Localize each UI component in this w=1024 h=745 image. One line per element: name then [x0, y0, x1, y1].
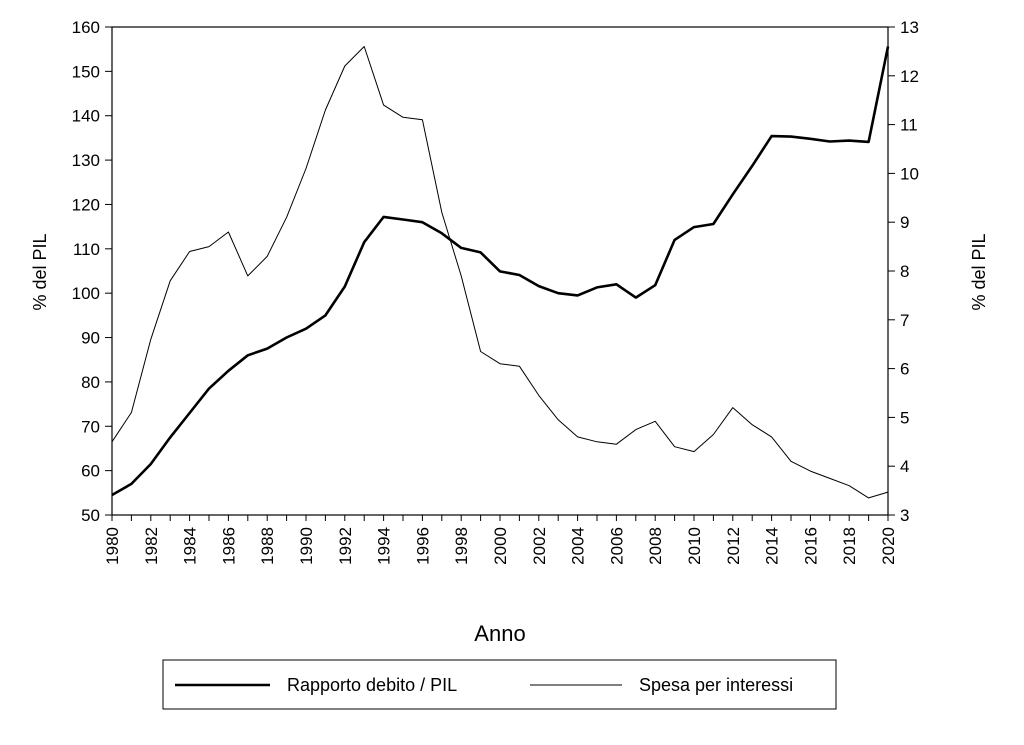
x-tick-label: 2020 — [879, 527, 898, 565]
right-y-tick-label: 3 — [900, 506, 909, 525]
left-y-tick-label: 90 — [81, 329, 100, 348]
right-y-tick-label: 11 — [900, 116, 918, 135]
x-tick-label: 1992 — [336, 527, 355, 565]
right-y-tick-label: 12 — [900, 67, 919, 86]
left-y-axis: 50 60 70 80 90 100 110 120 130 140 150 160 — [72, 18, 112, 525]
left-y-tick-label: 130 — [72, 151, 100, 170]
right-y-tick-label: 9 — [900, 213, 909, 232]
x-tick-label: 1994 — [375, 527, 394, 565]
left-y-tick-label: 120 — [72, 195, 100, 214]
x-tick-label: 2010 — [685, 527, 704, 565]
right-y-tick-label: 10 — [900, 164, 919, 183]
x-tick-label: 2014 — [763, 527, 782, 565]
left-y-tick-label: 80 — [81, 373, 100, 392]
x-tick-label: 1996 — [413, 527, 432, 565]
right-y-axis: 3 4 5 6 7 8 9 10 11 12 13 — [888, 18, 919, 525]
left-y-tick-label: 110 — [73, 240, 100, 259]
x-tick-label: 2000 — [491, 527, 510, 565]
x-tick-label: 1984 — [181, 527, 200, 565]
right-y-tick-label: 6 — [900, 360, 909, 379]
x-tick-label: 2008 — [646, 527, 665, 565]
series-line-interest-spending — [111, 46, 889, 499]
x-tick-label: 2004 — [569, 527, 588, 565]
left-y-tick-label: 100 — [72, 284, 100, 303]
right-y-tick-label: 8 — [900, 262, 909, 281]
x-tick-label: 2016 — [801, 527, 820, 565]
x-tick-label: 2002 — [530, 527, 549, 565]
left-y-tick-label: 140 — [72, 107, 100, 126]
left-y-axis-title: % del PIL — [30, 233, 50, 310]
right-y-tick-label: 13 — [900, 18, 919, 37]
legend-label-interest-spending: Spesa per interessi — [639, 675, 793, 695]
x-tick-label: 2012 — [724, 527, 743, 565]
legend: Rapporto debito / PIL Spesa per interess… — [162, 659, 837, 710]
legend-box — [162, 659, 837, 710]
right-y-tick-label: 5 — [900, 408, 909, 427]
x-tick-label: 2006 — [607, 527, 626, 565]
left-y-tick-label: 150 — [72, 62, 100, 81]
x-tick-label: 1986 — [219, 527, 238, 565]
x-axis-title: Anno — [474, 621, 525, 646]
left-y-tick-label: 50 — [81, 506, 100, 525]
right-y-tick-label: 4 — [900, 457, 909, 476]
x-tick-label: 1982 — [142, 527, 161, 565]
left-y-tick-label: 160 — [72, 18, 100, 37]
right-y-tick-label: 7 — [900, 311, 909, 330]
x-tick-label: 2018 — [840, 527, 859, 565]
x-tick-label: 1980 — [103, 527, 122, 565]
left-y-tick-label: 60 — [81, 462, 100, 481]
right-y-axis-title: % del PIL — [969, 233, 989, 310]
series-line-debt-ratio — [111, 46, 890, 497]
x-tick-label: 1998 — [452, 527, 471, 565]
x-tick-label: 1988 — [258, 527, 277, 565]
series-layer — [111, 46, 890, 499]
x-tick-label: 1990 — [297, 527, 316, 565]
x-axis: 1980 1982 1984 1986 1988 1990 1992 1994 1996 1998… — [103, 515, 898, 565]
legend-label-debt-ratio: Rapporto debito / PIL — [287, 675, 457, 695]
left-y-tick-label: 70 — [81, 417, 100, 436]
